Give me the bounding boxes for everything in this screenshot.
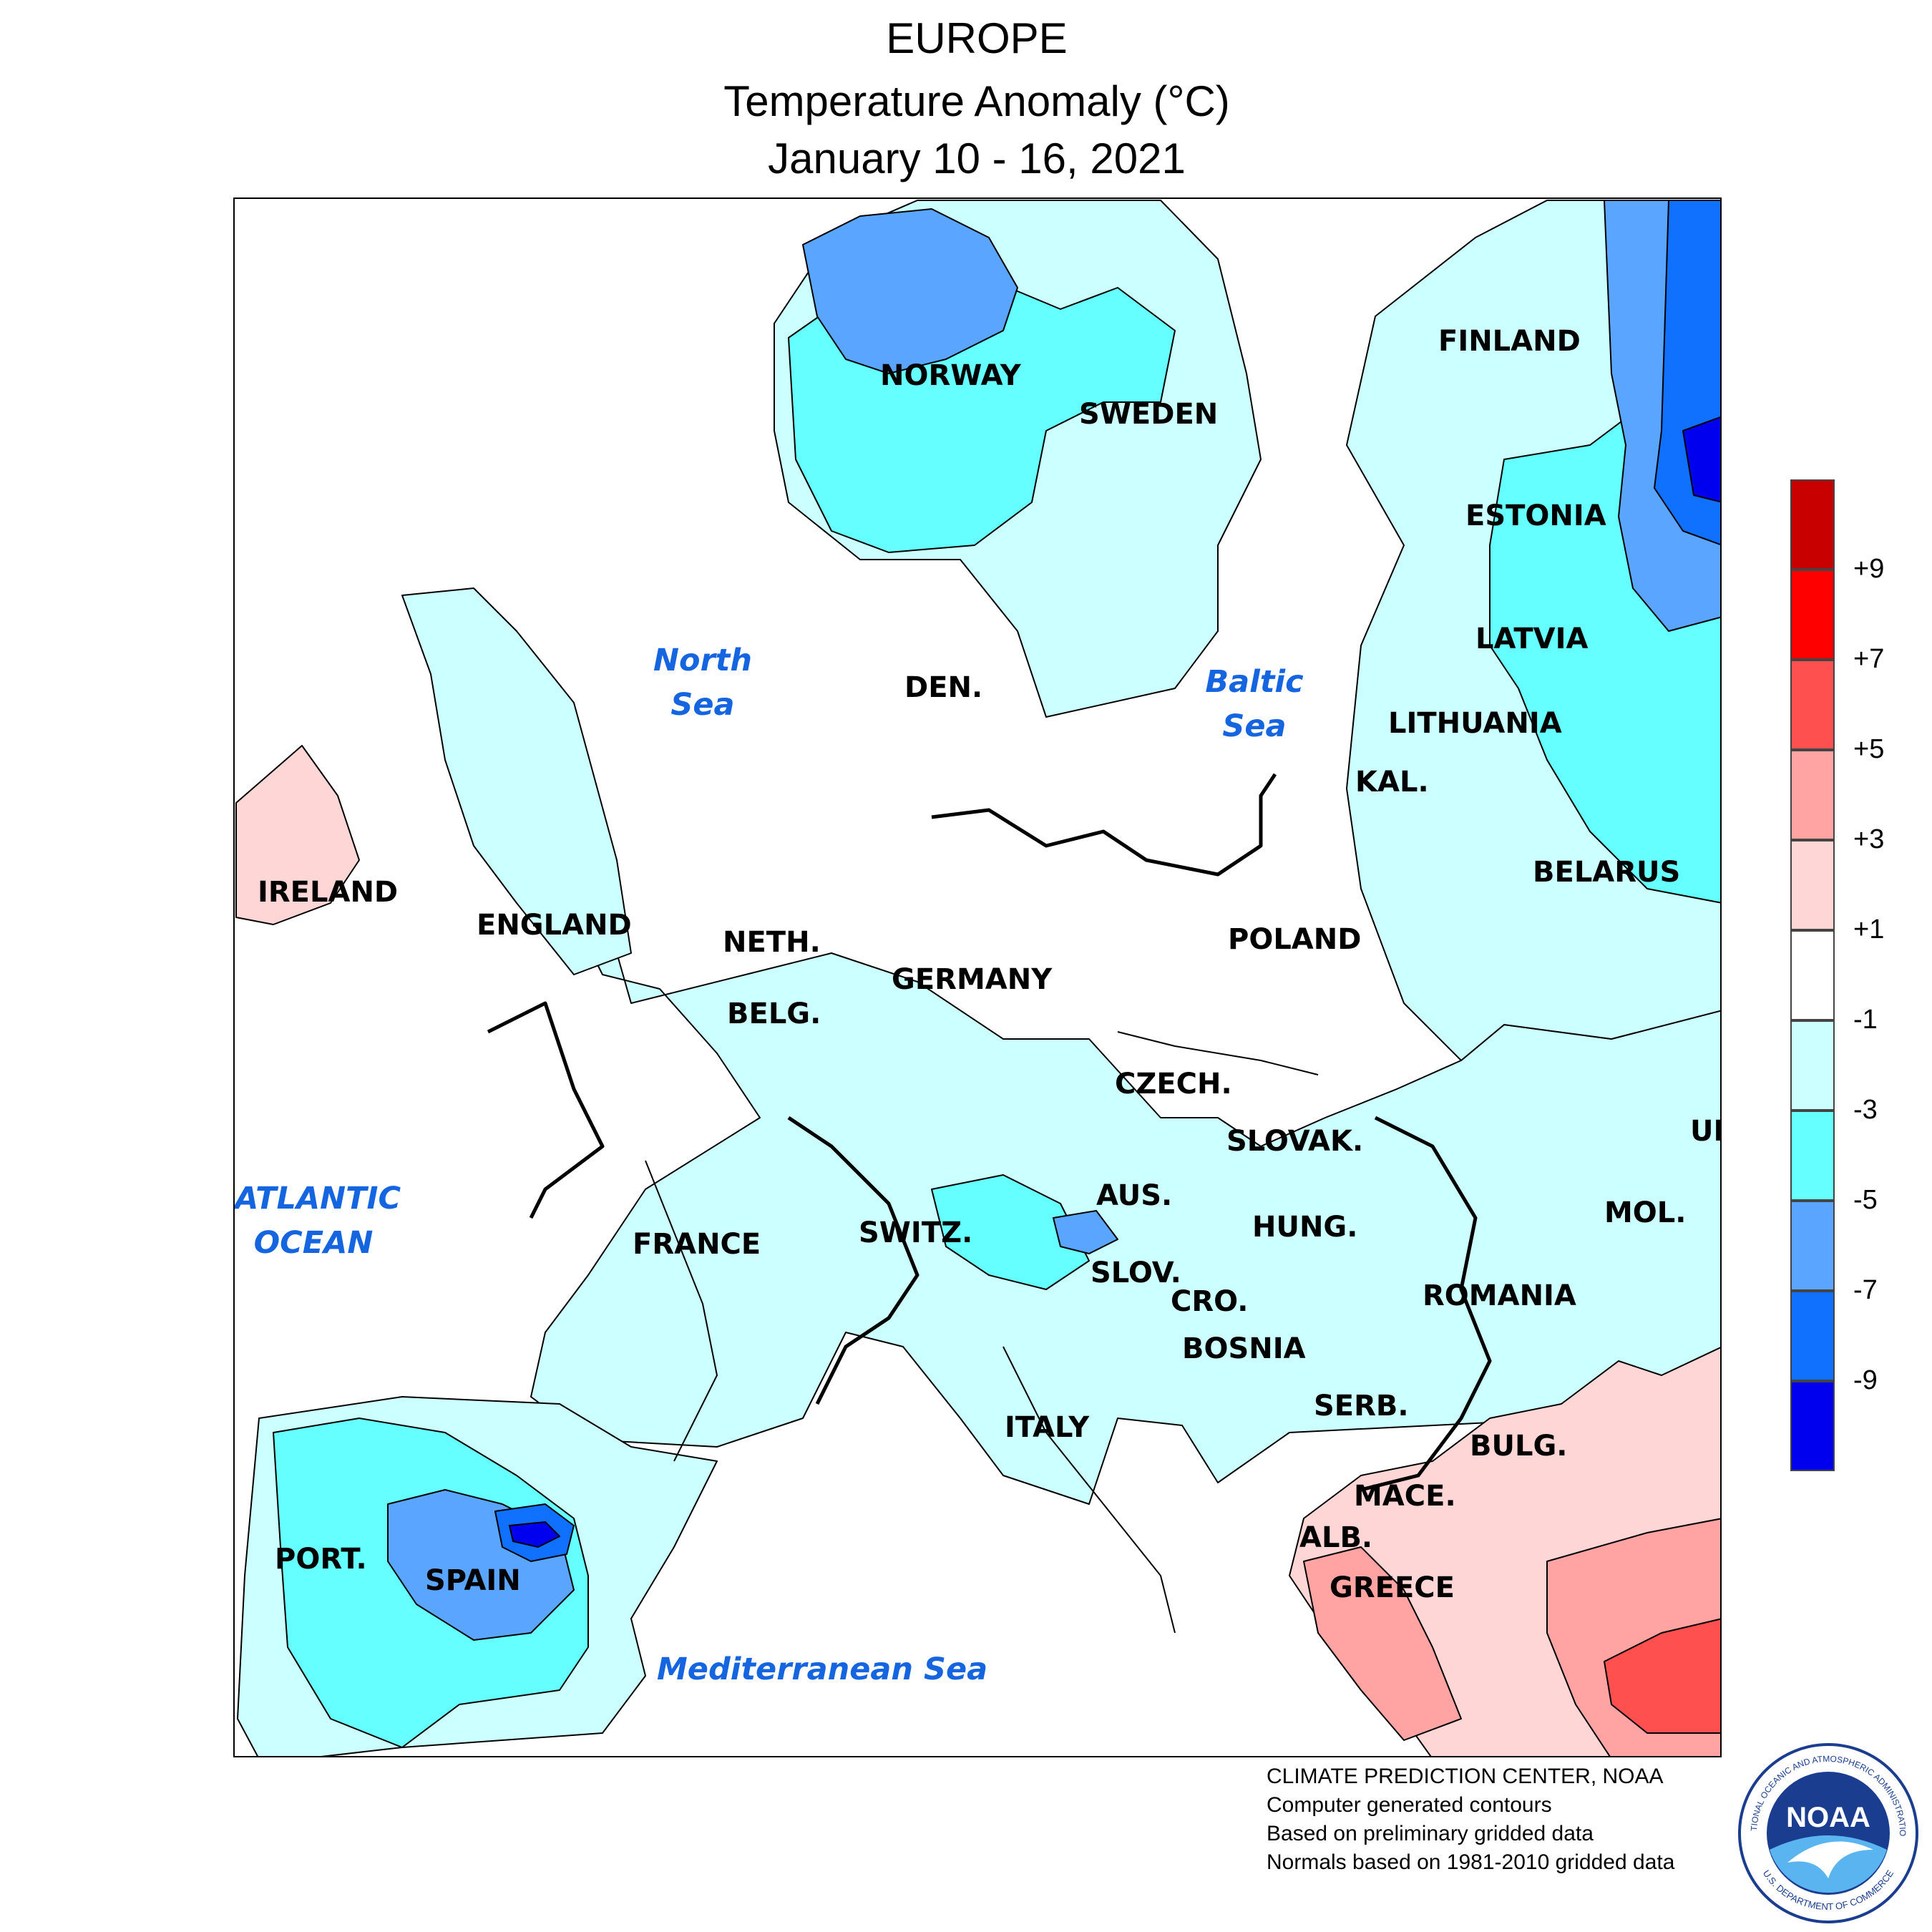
label-serbia: SERB.: [1314, 1390, 1409, 1423]
anomaly-region-ireland-warm: [235, 745, 360, 925]
label-italy: ITALY: [1005, 1411, 1090, 1444]
anomaly-region-central-europe: [430, 602, 1720, 1505]
label-belarus: BELARUS: [1533, 856, 1681, 889]
legend-tick-label: +3: [1853, 824, 1885, 854]
anomaly-core-spain: [509, 1521, 560, 1548]
anomaly-core-northeast: [1682, 416, 1720, 503]
label-mediterranean-sea: Mediterranean Sea: [657, 1652, 988, 1687]
label-albania: ALB.: [1299, 1521, 1373, 1554]
legend-swatch: [1790, 1291, 1835, 1381]
anomaly-map: FINLAND NORWAY SWEDEN ESTONIA LATVIA LIT…: [233, 197, 1722, 1757]
label-macedonia: MACE.: [1354, 1480, 1456, 1513]
label-hungary: HUNG.: [1252, 1211, 1358, 1244]
legend-swatch: [1790, 570, 1835, 660]
label-spain: SPAIN: [425, 1564, 521, 1597]
label-germany: GERMANY: [892, 963, 1053, 996]
legend-swatch: [1790, 750, 1835, 840]
logo-bird: [1787, 1841, 1873, 1878]
legend-swatch: [1790, 1111, 1835, 1201]
legend-swatch: [1790, 479, 1835, 570]
legend-tick-label: +1: [1853, 914, 1885, 945]
label-north-sea: North Sea: [645, 638, 760, 727]
label-denmark: DEN.: [904, 671, 983, 704]
legend-tick-label: -3: [1853, 1095, 1878, 1125]
legend-tick-label: -1: [1853, 1005, 1878, 1035]
label-belgium: BELG.: [727, 997, 821, 1030]
label-baltic-sea: Baltic Sea: [1194, 660, 1315, 748]
label-portugal: PORT.: [275, 1543, 367, 1576]
label-baltic-sea-line1: Baltic: [1205, 664, 1304, 700]
label-estonia: ESTONIA: [1465, 499, 1606, 532]
legend-tick-label: +9: [1853, 554, 1885, 584]
label-lithuania: LITHUANIA: [1388, 707, 1562, 740]
logo-text: NOAA: [1786, 1802, 1870, 1833]
zero-contour-north: [931, 773, 1277, 877]
zero-contour-france: [487, 1001, 605, 1219]
label-france: FRANCE: [633, 1228, 761, 1261]
legend-swatch: [1790, 1020, 1835, 1111]
label-netherlands: NETH.: [723, 926, 821, 959]
credit-line-2: Computer generated contours: [1267, 1793, 1552, 1817]
credit-line-3: Based on preliminary gridded data: [1267, 1822, 1594, 1845]
label-croatia: CRO.: [1171, 1285, 1249, 1318]
label-czech: CZECH.: [1115, 1068, 1232, 1101]
map-layers: [235, 200, 1720, 1756]
anomaly-region-norway-cold: [802, 208, 1018, 374]
label-ukraine: UK: [1690, 1115, 1720, 1148]
zero-contour-balkans: [1360, 1116, 1492, 1492]
legend-tick-label: -7: [1853, 1275, 1878, 1305]
label-atlantic-line2: OCEAN: [253, 1225, 374, 1261]
zero-contour-central: [787, 1116, 919, 1405]
label-norway: NORWAY: [880, 359, 1021, 392]
label-poland: POLAND: [1228, 923, 1362, 956]
anomaly-region-turkey-hot: [1604, 1618, 1720, 1734]
label-ireland: IRELAND: [258, 876, 399, 909]
credit-line-4: Normals based on 1981-2010 gridded data: [1267, 1850, 1675, 1874]
label-finland: FINLAND: [1438, 325, 1581, 358]
label-austria: AUS.: [1096, 1179, 1173, 1212]
label-switzerland: SWITZ.: [859, 1216, 973, 1249]
label-kaliningrad: KAL.: [1355, 766, 1429, 799]
legend-swatch: [1790, 840, 1835, 930]
legend-swatch: [1790, 930, 1835, 1020]
anomaly-region-alps-cold: [1053, 1210, 1118, 1254]
noaa-logo: NOAA NATIONAL OCEANIC AND ATMOSPHERIC AD…: [1737, 1742, 1918, 1923]
credit-line-1: CLIMATE PREDICTION CENTER, NOAA: [1267, 1765, 1664, 1788]
label-slovakia: SLOVAK.: [1226, 1125, 1364, 1158]
label-north-sea-line2: Sea: [670, 687, 735, 723]
label-england: ENGLAND: [477, 909, 632, 942]
label-atlantic-ocean: ATLANTIC OCEAN: [235, 1176, 401, 1265]
anomaly-region-alps-cyan: [931, 1174, 1090, 1290]
legend-tick-label: -5: [1853, 1185, 1878, 1215]
label-greece: GREECE: [1330, 1571, 1455, 1604]
label-bosnia: BOSNIA: [1182, 1332, 1306, 1365]
label-bulgaria: BULG.: [1470, 1430, 1568, 1463]
coastline-sketch: [645, 1031, 1319, 1634]
label-north-sea-line1: North: [653, 643, 752, 678]
legend-swatch: [1790, 660, 1835, 750]
anomaly-region-greece-warmer: [1303, 1546, 1462, 1741]
label-atlantic-line1: ATLANTIC: [235, 1181, 401, 1216]
label-latvia: LATVIA: [1475, 623, 1589, 655]
legend-tick-label: +7: [1853, 644, 1885, 674]
label-sweden: SWEDEN: [1079, 398, 1219, 431]
legend-swatch: [1790, 1381, 1835, 1471]
anomaly-region-great-britain: [401, 587, 632, 975]
map-subtitle: Temperature Anomaly (°C): [723, 77, 1230, 125]
label-romania: ROMANIA: [1423, 1279, 1576, 1312]
map-period: January 10 - 16, 2021: [768, 135, 1186, 182]
legend-swatch: [1790, 1201, 1835, 1291]
label-moldova: MOL.: [1604, 1196, 1687, 1229]
legend-tick-label: -9: [1853, 1365, 1878, 1395]
label-baltic-sea-line2: Sea: [1222, 708, 1287, 744]
map-title: EUROPE: [886, 14, 1068, 62]
legend-tick-label: +5: [1853, 734, 1885, 764]
label-slovenia: SLOV.: [1091, 1257, 1181, 1289]
